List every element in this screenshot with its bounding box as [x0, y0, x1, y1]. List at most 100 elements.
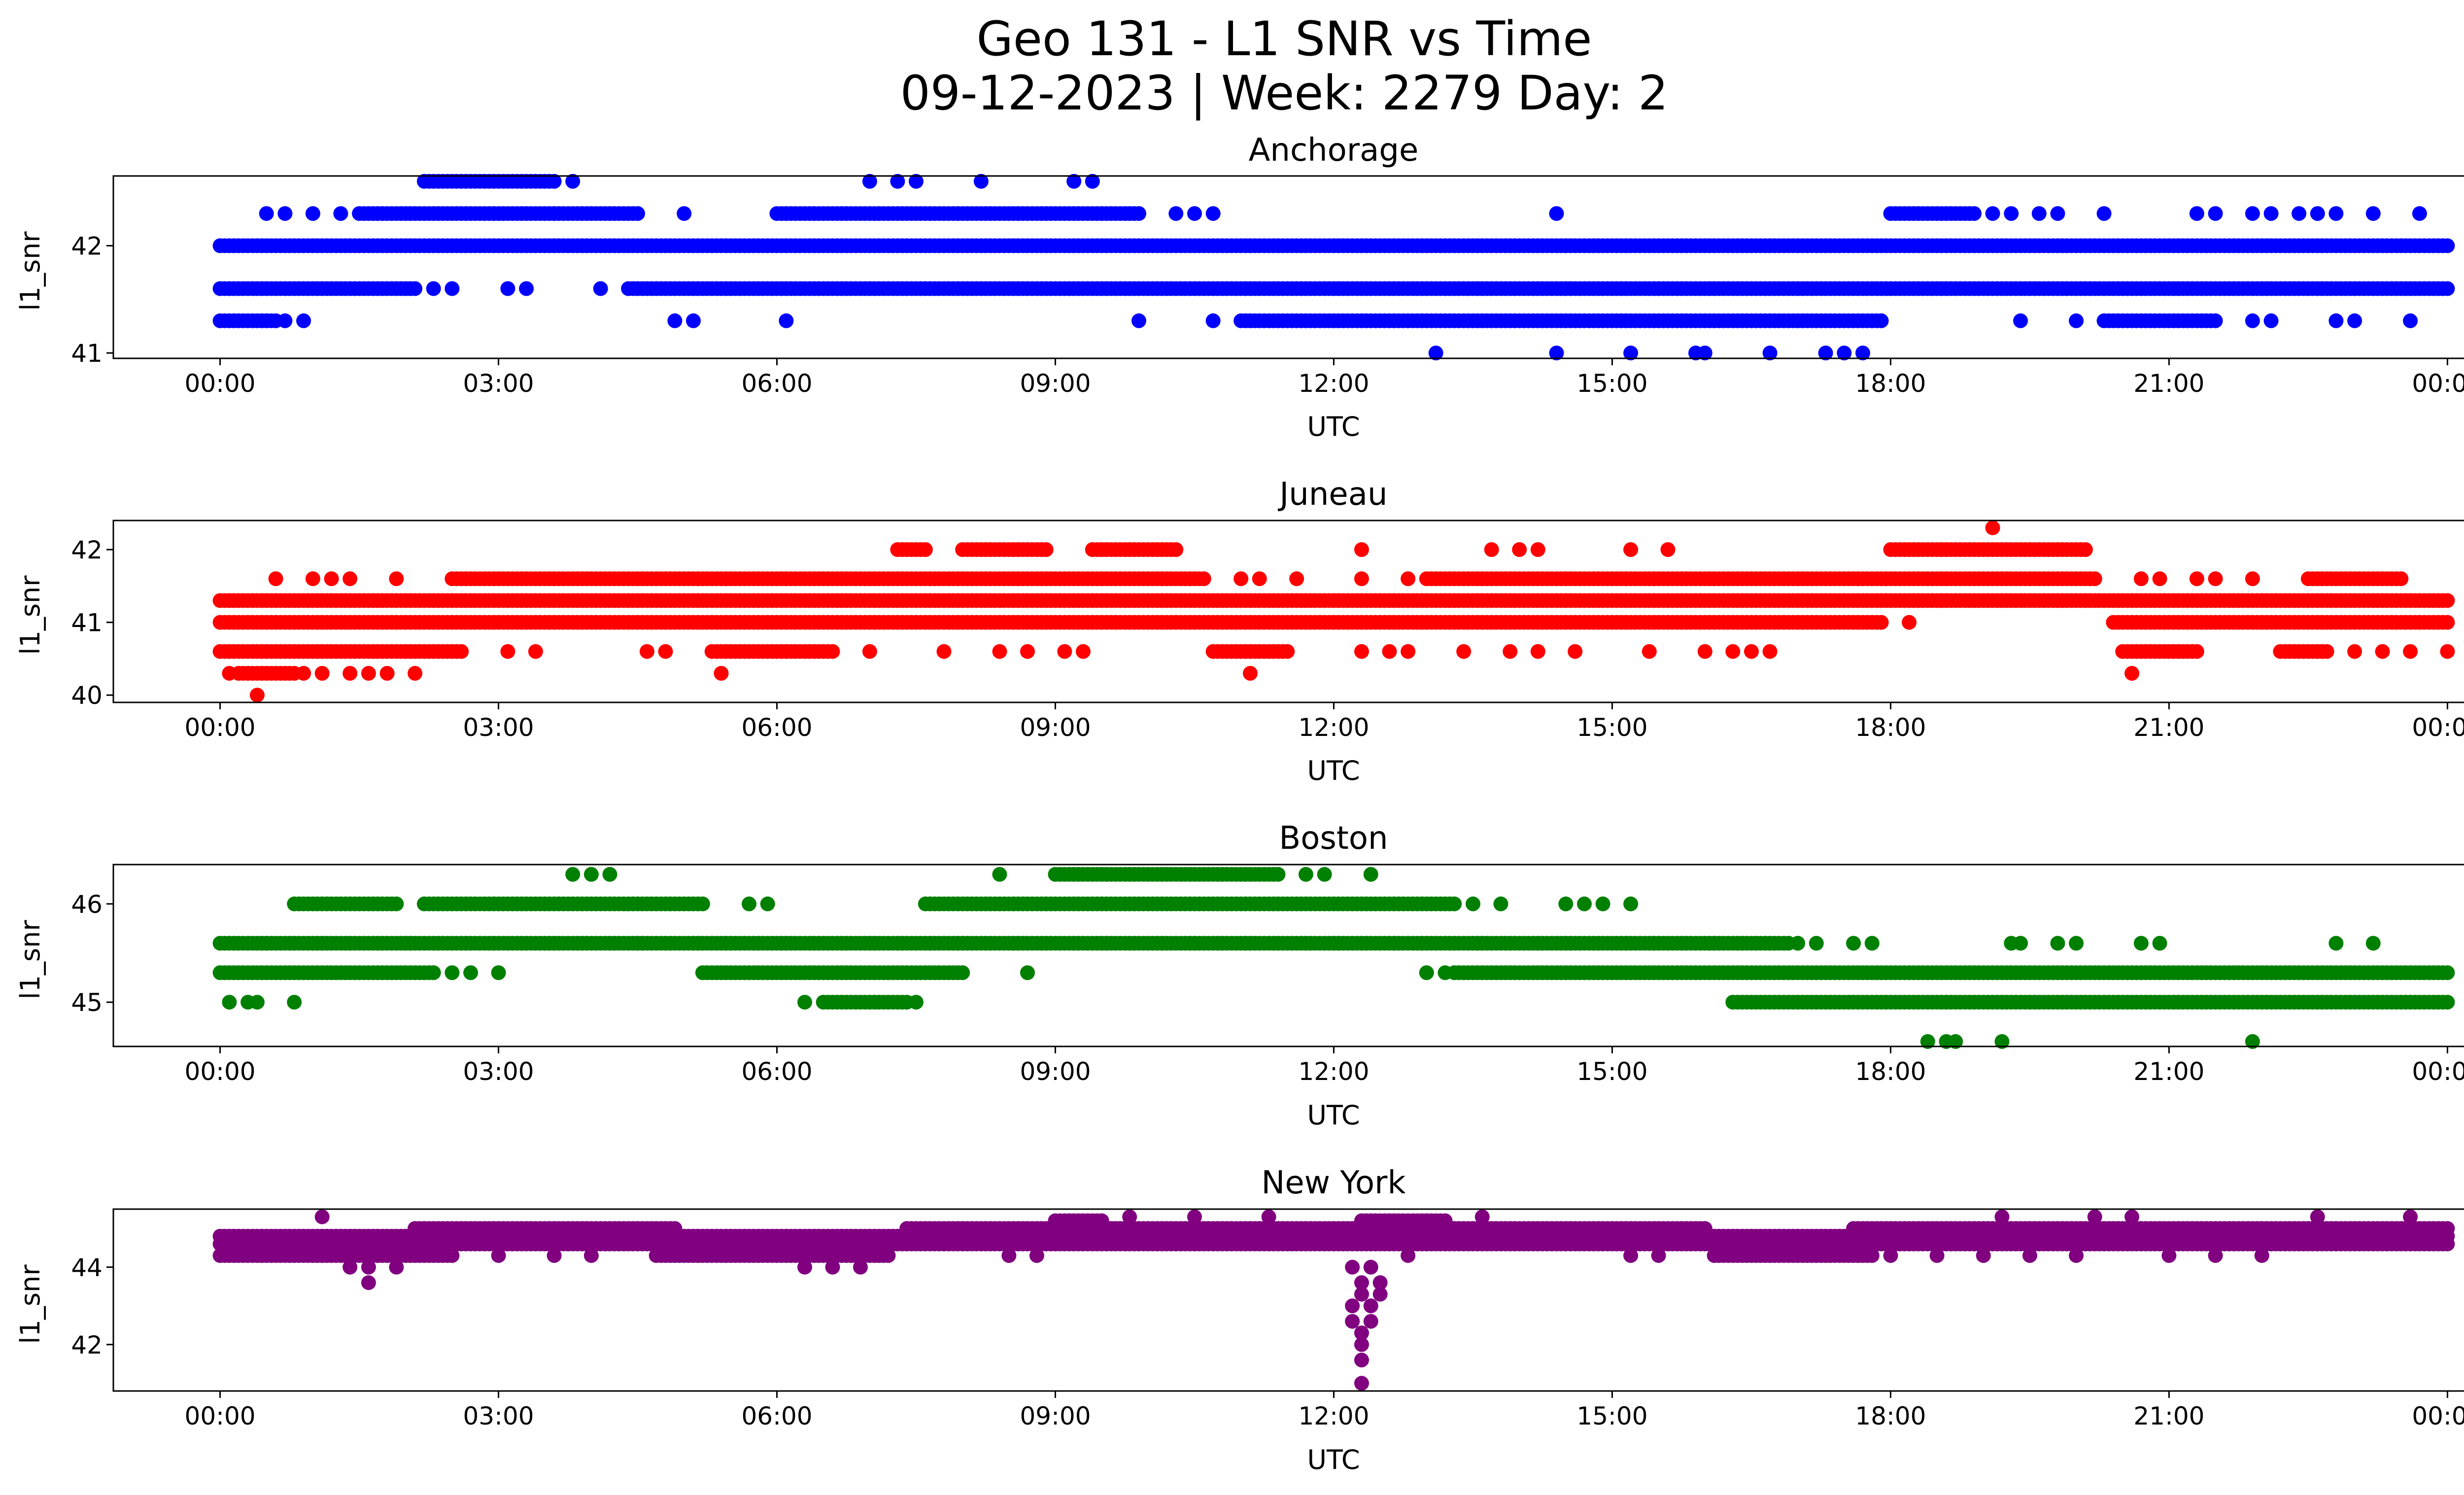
y-axis-label: l1_snr [15, 920, 46, 1000]
data-point [1354, 571, 1369, 587]
data-point [2365, 206, 2381, 221]
x-tick-label: 21:00 [2133, 369, 2204, 398]
data-point [249, 688, 265, 703]
data-point [2328, 313, 2344, 328]
data-point [1466, 896, 1480, 911]
data-point [2440, 281, 2455, 296]
x-tick-label: 03:00 [463, 713, 534, 742]
data-point [1623, 896, 1639, 911]
data-point [1623, 346, 1639, 361]
data-point [593, 281, 608, 296]
data-point [714, 666, 729, 681]
data-point [408, 281, 423, 296]
data-point [1902, 615, 1917, 630]
data-point [463, 965, 479, 980]
plot-frame [112, 520, 2464, 703]
data-point [2440, 238, 2455, 253]
data-point [1809, 936, 1824, 951]
y-axis-label: l1_snr [15, 1264, 46, 1344]
data-point [2208, 206, 2223, 221]
data-point [2440, 965, 2455, 980]
data-point [222, 666, 237, 681]
x-tick-label: 09:00 [1020, 369, 1091, 398]
data-point [2440, 644, 2455, 659]
data-point [1243, 666, 1258, 681]
data-point [1530, 542, 1545, 557]
data-point [1363, 867, 1378, 882]
data-point [342, 666, 358, 681]
panel-boston: Boston UTC l1_snr 00:00 03:00 06:00 09:00 12… [15, 820, 2464, 1131]
data-point [2328, 936, 2344, 951]
data-point [825, 644, 840, 659]
data-point [2347, 313, 2362, 328]
data-point [2189, 571, 2204, 587]
data-point [1549, 206, 1564, 221]
data-point [1874, 313, 1889, 328]
data-point [1697, 644, 1712, 659]
data-point [779, 313, 794, 328]
data-point [1985, 206, 2000, 221]
data-point [277, 313, 293, 328]
data-point [1038, 542, 1054, 557]
data-point [760, 896, 775, 911]
data-point [1076, 644, 1091, 659]
data-point [361, 666, 376, 681]
data-point [1066, 174, 1082, 189]
data-point [305, 571, 320, 587]
data-point [1252, 571, 1267, 587]
data-point [695, 896, 710, 911]
data-point [1864, 936, 1880, 951]
data-point [2412, 206, 2427, 221]
data-point [379, 666, 395, 681]
data-point [1168, 542, 1184, 557]
data-point [2124, 666, 2140, 681]
panel-anchorage: Anchorage UTC l1_snr 00:00 03:00 06:00 09:0… [15, 132, 2464, 442]
x-tick-label: 06:00 [741, 713, 812, 742]
panel-title: Juneau [1277, 476, 1387, 513]
data-point [305, 206, 320, 221]
data-point [639, 644, 654, 659]
data-point [1233, 571, 1249, 587]
data-point [2152, 571, 2167, 587]
data-point [1697, 346, 1712, 361]
data-point [454, 644, 469, 659]
data-point [2013, 313, 2028, 328]
data-point [1020, 644, 1035, 659]
data-point [1503, 644, 1518, 659]
data-point [992, 644, 1007, 659]
y-tick-label: 45 [71, 988, 103, 1017]
x-tick-label: 18:00 [1855, 1057, 1926, 1086]
data-point [528, 644, 543, 659]
data-point [2208, 571, 2223, 587]
data-point [324, 571, 339, 587]
data-point [1168, 206, 1184, 221]
x-tick-label: 12:00 [1298, 1057, 1369, 1086]
data-point [1660, 542, 1676, 557]
data-point [296, 666, 311, 681]
data-point [1818, 346, 1833, 361]
data-point [992, 867, 1007, 882]
data-point [2347, 644, 2362, 659]
data-point [408, 666, 423, 681]
data-point [547, 174, 562, 189]
x-tick-label: 06:00 [741, 1057, 812, 1086]
scatter-points [212, 520, 2455, 703]
x-axis-label: UTC [1307, 1100, 1360, 1131]
x-tick-label: 03:00 [463, 1057, 534, 1086]
data-point [500, 281, 515, 296]
y-tick-label: 40 [71, 681, 103, 710]
data-point [2133, 936, 2149, 951]
y-tick-label: 42 [71, 232, 103, 260]
data-point [936, 644, 952, 659]
x-tick-label: 09:00 [1020, 1057, 1091, 1086]
y-tick-label: 42 [71, 536, 103, 564]
data-point [2189, 206, 2204, 221]
x-tick-label: 00:00 [2412, 369, 2464, 398]
data-point [1985, 520, 2000, 535]
x-tick-label: 06:00 [741, 369, 812, 398]
data-point [500, 644, 515, 659]
data-point [565, 174, 581, 189]
data-point [2050, 936, 2065, 951]
data-point [2375, 644, 2390, 659]
y-axis-label: l1_snr [15, 231, 46, 311]
